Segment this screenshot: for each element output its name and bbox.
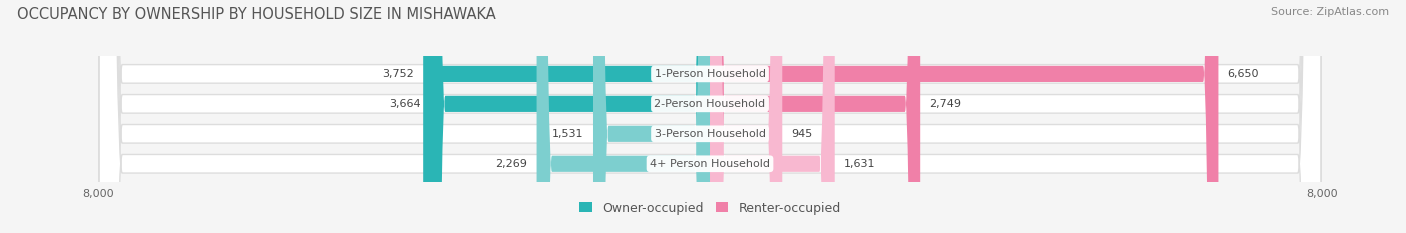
Legend: Owner-occupied, Renter-occupied: Owner-occupied, Renter-occupied (575, 196, 845, 219)
Text: Source: ZipAtlas.com: Source: ZipAtlas.com (1271, 7, 1389, 17)
Text: 4+ Person Household: 4+ Person Household (650, 159, 770, 169)
Text: 3,752: 3,752 (382, 69, 413, 79)
FancyBboxPatch shape (100, 0, 1320, 233)
FancyBboxPatch shape (710, 0, 920, 233)
FancyBboxPatch shape (537, 0, 710, 233)
FancyBboxPatch shape (100, 0, 1320, 233)
Text: 6,650: 6,650 (1227, 69, 1260, 79)
Text: 1,531: 1,531 (553, 129, 583, 139)
Text: 945: 945 (792, 129, 813, 139)
Text: 3-Person Household: 3-Person Household (655, 129, 765, 139)
Text: 2,269: 2,269 (495, 159, 527, 169)
FancyBboxPatch shape (430, 0, 710, 233)
Text: 1,631: 1,631 (844, 159, 876, 169)
FancyBboxPatch shape (423, 0, 710, 233)
FancyBboxPatch shape (593, 0, 710, 233)
Text: 2,749: 2,749 (929, 99, 962, 109)
FancyBboxPatch shape (100, 0, 1320, 233)
Text: OCCUPANCY BY OWNERSHIP BY HOUSEHOLD SIZE IN MISHAWAKA: OCCUPANCY BY OWNERSHIP BY HOUSEHOLD SIZE… (17, 7, 496, 22)
FancyBboxPatch shape (100, 0, 1320, 233)
FancyBboxPatch shape (710, 0, 1219, 233)
FancyBboxPatch shape (710, 0, 782, 233)
Text: 3,664: 3,664 (389, 99, 420, 109)
FancyBboxPatch shape (710, 0, 835, 233)
Text: 2-Person Household: 2-Person Household (654, 99, 766, 109)
Text: 1-Person Household: 1-Person Household (655, 69, 765, 79)
